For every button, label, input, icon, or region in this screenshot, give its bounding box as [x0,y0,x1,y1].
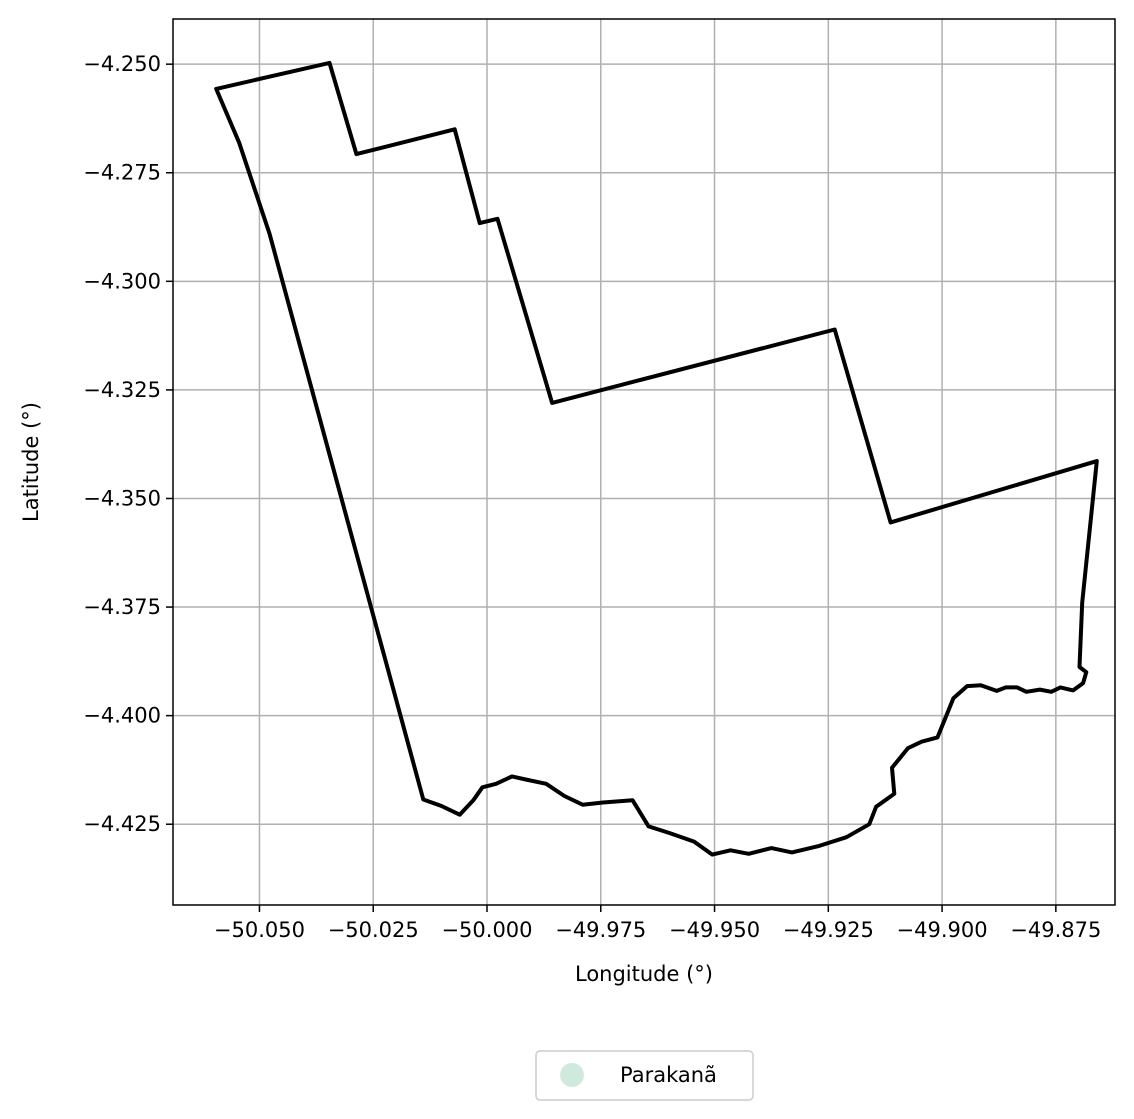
y-axis-label: Latitude (°) [19,402,43,522]
y-tick-label: −4.325 [83,378,161,402]
x-tick-label: −49.925 [783,918,874,942]
legend-marker [560,1063,584,1087]
y-tick-label: −4.275 [83,161,161,185]
y-tick-label: −4.250 [83,52,161,76]
plot-frame [172,18,1116,906]
legend-entry-label: Parakanã [620,1063,717,1087]
x-tick-label: −49.975 [555,918,646,942]
x-axis-ticks: −50.050 −50.025 −50.000 −49.975 −49.950 −49.9… [214,905,1101,942]
y-axis-ticks: −4.250 −4.275 −4.300 −4.325 −4.350 −4.375 −4.4… [83,52,173,836]
x-tick-label: −50.000 [441,918,532,942]
legend-frame [535,1050,754,1101]
territory-boundary [214,60,1099,857]
grid-lines [173,19,1115,905]
map-shapes [214,60,1099,857]
y-tick-label: −4.425 [83,812,161,836]
x-axis-label: Longitude (°) [575,962,713,986]
y-tick-label: −4.375 [83,595,161,619]
y-tick-label: −4.300 [83,269,161,293]
legend: Parakanã [535,1050,754,1101]
x-tick-label: −49.950 [669,918,760,942]
x-tick-label: −50.025 [328,918,419,942]
x-tick-label: −49.900 [897,918,988,942]
y-tick-label: −4.400 [83,704,161,728]
x-tick-label: −50.050 [214,918,305,942]
y-tick-label: −4.350 [83,486,161,510]
x-tick-label: −49.875 [1010,918,1101,942]
